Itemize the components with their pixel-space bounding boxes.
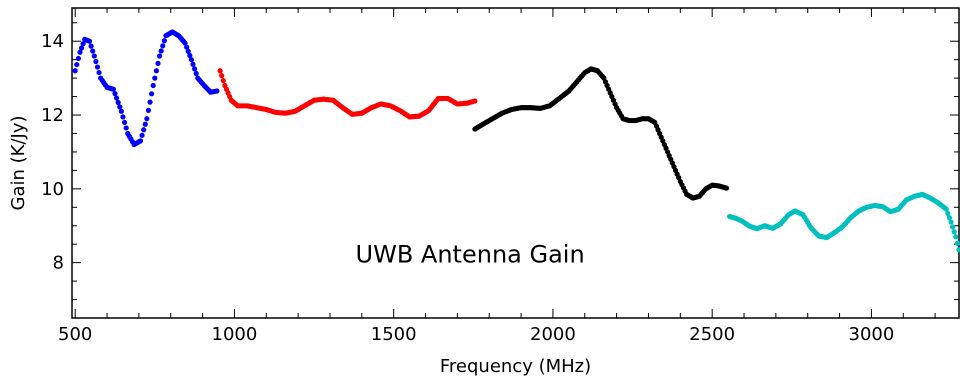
data-point	[193, 70, 199, 77]
data-point	[113, 95, 120, 101]
data-point	[953, 234, 959, 240]
data-point	[145, 107, 152, 114]
tick-labels: 500 1000 1500 2000 2500 3000 8 10 12 14	[41, 31, 894, 345]
series-0	[72, 29, 220, 148]
data-point	[112, 91, 118, 97]
data-point	[945, 210, 951, 217]
data-point	[72, 68, 78, 74]
data-point	[723, 185, 730, 191]
data-point	[155, 60, 161, 66]
data-point	[950, 224, 956, 230]
data-point	[220, 77, 226, 84]
data-point	[80, 41, 86, 47]
x-tick-label: 500	[58, 324, 92, 345]
y-tick-label: 14	[41, 31, 64, 52]
x-tick-label: 1000	[212, 324, 258, 345]
data-point	[951, 229, 957, 235]
data-point	[139, 132, 145, 138]
series-3	[727, 191, 960, 253]
data-point	[121, 119, 128, 126]
data-point	[115, 99, 121, 106]
data-point	[118, 108, 124, 114]
data-points	[72, 29, 960, 253]
data-point	[219, 73, 225, 79]
data-point	[152, 75, 158, 81]
data-point	[149, 91, 155, 97]
data-point	[187, 52, 193, 59]
y-tick-label: 10	[41, 179, 64, 200]
data-point	[188, 57, 195, 63]
data-point	[472, 98, 478, 104]
chart-annotation: UWB Antenna Gain	[356, 241, 585, 269]
data-point	[88, 43, 94, 49]
data-point	[144, 116, 150, 122]
data-point	[141, 127, 147, 133]
data-point	[86, 38, 93, 44]
data-point	[184, 44, 190, 50]
data-point	[185, 48, 191, 54]
data-point	[74, 61, 80, 68]
series-2	[472, 66, 730, 201]
data-point	[956, 247, 960, 253]
data-point	[182, 40, 188, 46]
data-point	[123, 125, 129, 131]
data-point	[96, 69, 102, 76]
data-point	[943, 206, 949, 212]
data-point	[93, 58, 99, 65]
data-point	[150, 82, 156, 89]
data-point	[153, 68, 160, 74]
data-point	[156, 53, 163, 59]
data-point	[78, 45, 85, 51]
data-point	[192, 66, 198, 72]
data-point	[147, 99, 153, 105]
data-point	[217, 68, 223, 74]
x-axis-label: Frequency (MHz)	[440, 356, 591, 377]
data-point	[117, 104, 123, 110]
data-point	[75, 55, 81, 62]
data-point	[158, 48, 164, 54]
data-point	[946, 215, 953, 221]
data-point	[190, 61, 196, 67]
data-point	[120, 114, 126, 120]
data-point	[137, 138, 144, 144]
y-tick-label: 12	[41, 105, 64, 126]
data-point	[161, 38, 167, 44]
axis-ticks	[72, 8, 959, 318]
data-point	[214, 88, 220, 94]
plot-frame	[71, 7, 960, 319]
x-tick-label: 3000	[849, 324, 895, 345]
data-point	[91, 53, 97, 59]
x-tick-label: 2500	[689, 324, 735, 345]
data-point	[90, 48, 96, 54]
data-point	[94, 64, 101, 70]
data-point	[948, 219, 954, 225]
y-axis-label: Gain (K/Jy)	[8, 116, 29, 211]
data-point	[77, 49, 83, 55]
y-tick-label: 8	[53, 253, 64, 274]
x-tick-label: 1500	[371, 324, 417, 345]
data-point	[110, 86, 117, 92]
data-point	[954, 240, 960, 246]
data-point	[142, 121, 148, 127]
series-1	[217, 68, 478, 120]
x-tick-label: 2000	[530, 324, 576, 345]
data-point	[160, 43, 166, 49]
